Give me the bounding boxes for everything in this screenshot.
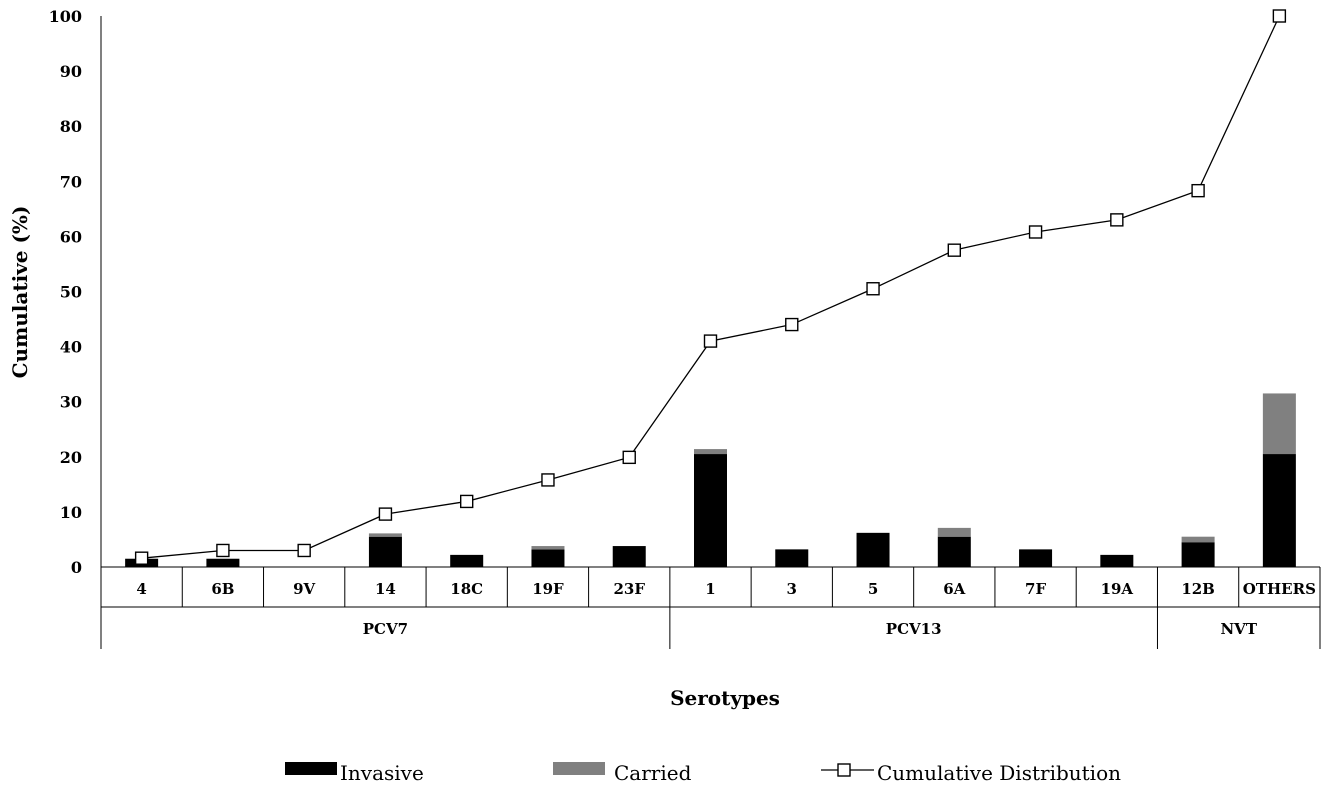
y-axis-title: Cumulative (%) — [8, 206, 32, 379]
category-label: OTHERS — [1243, 580, 1316, 598]
group-label: PCV13 — [886, 620, 942, 638]
category-label: 14 — [375, 580, 396, 598]
bar-carried-14 — [368, 533, 402, 537]
cumulative-line — [134, 9, 1287, 565]
category-label: 19F — [532, 580, 564, 598]
category-label: 19A — [1101, 580, 1134, 598]
cumulative-point-6A — [947, 243, 961, 257]
bar-invasive-7F — [1019, 549, 1053, 567]
bar-invasive-6A — [937, 536, 971, 567]
bar-carried-6A — [937, 527, 971, 537]
category-label: 6A — [943, 580, 965, 598]
legend-marker-cumulative — [837, 763, 851, 777]
y-tick-label: 60 — [60, 227, 82, 246]
category-label: 18C — [450, 580, 483, 598]
cumulative-point-1 — [703, 334, 718, 348]
bar-invasive-12B — [1181, 542, 1215, 567]
category-label: 4 — [136, 580, 146, 598]
bar-invasive-5 — [856, 532, 890, 567]
category-label: 6B — [211, 580, 234, 598]
category-label: 7F — [1025, 580, 1046, 598]
bar-invasive-19A — [1100, 554, 1134, 567]
cumulative-point-19F — [541, 473, 555, 487]
cumulative-point-OTHERS — [1272, 9, 1287, 23]
y-axis-ticks: 0 10 20 30 40 50 60 70 80 90 100 — [49, 7, 82, 577]
cumulative-point-3 — [785, 317, 799, 332]
legend-label-carried: Carried — [614, 761, 692, 785]
cumulative-point-7F — [1028, 225, 1043, 239]
category-label: 12B — [1181, 580, 1215, 598]
bar-invasive-14 — [368, 536, 402, 567]
y-tick-label: 100 — [49, 7, 82, 26]
category-label: 23F — [613, 580, 645, 598]
cumulative-point-14 — [378, 507, 393, 521]
bar-carried-1 — [694, 449, 727, 455]
bar-invasive-1 — [694, 454, 727, 567]
group-label: NVT — [1220, 620, 1257, 638]
cumulative-point-18C — [460, 494, 474, 509]
y-tick-label: 90 — [60, 62, 82, 81]
category-label: 9V — [293, 580, 315, 598]
category-label: 5 — [868, 580, 878, 598]
axes — [100, 16, 1321, 649]
legend-swatch-carried — [553, 762, 605, 775]
legend: Invasive Carried Cumulative Distribution — [285, 761, 1121, 785]
cumulative-point-9V — [297, 543, 311, 558]
y-tick-label: 40 — [60, 338, 82, 357]
bar-invasive-19F — [531, 549, 565, 567]
bar-carried-19F — [531, 546, 565, 550]
group-label: PCV7 — [363, 620, 408, 638]
bar-invasive-OTHERS — [1262, 454, 1296, 567]
category-labels: 4 6B 9V 14 18C 19F 23F 1 3 5 6A 7F 19A 12B OTHERS — [136, 580, 1316, 598]
cumulative-point-5 — [866, 282, 880, 296]
category-label: 3 — [787, 580, 797, 598]
bar-invasive-23F — [612, 546, 646, 567]
y-tick-label: 50 — [60, 283, 82, 302]
group-labels: PCV7 PCV13 NVT — [363, 620, 1258, 638]
cumulative-point-4 — [134, 551, 149, 565]
legend-label-invasive: Invasive — [340, 761, 424, 785]
y-tick-label: 80 — [60, 117, 82, 136]
bar-invasive-18C — [450, 554, 484, 567]
x-axis-title: Serotypes — [670, 686, 780, 710]
bars — [125, 393, 1296, 567]
y-tick-label: 30 — [60, 393, 82, 412]
cumulative-point-19A — [1110, 213, 1124, 227]
bar-carried-OTHERS — [1262, 393, 1296, 455]
legend-label-cumulative: Cumulative Distribution — [877, 761, 1121, 785]
y-tick-label: 70 — [60, 172, 82, 191]
cumulative-point-12B — [1191, 183, 1205, 198]
cumulative-point-23F — [622, 450, 636, 465]
legend-swatch-invasive — [285, 762, 337, 775]
cumulative-point-6B — [216, 543, 230, 558]
bar-invasive-3 — [775, 549, 809, 567]
bar-carried-12B — [1181, 536, 1215, 543]
category-label: 1 — [705, 580, 715, 598]
bar-invasive-6B — [206, 558, 240, 567]
y-tick-label: 0 — [71, 558, 82, 577]
y-tick-label: 20 — [60, 448, 82, 467]
y-tick-label: 10 — [60, 503, 82, 522]
